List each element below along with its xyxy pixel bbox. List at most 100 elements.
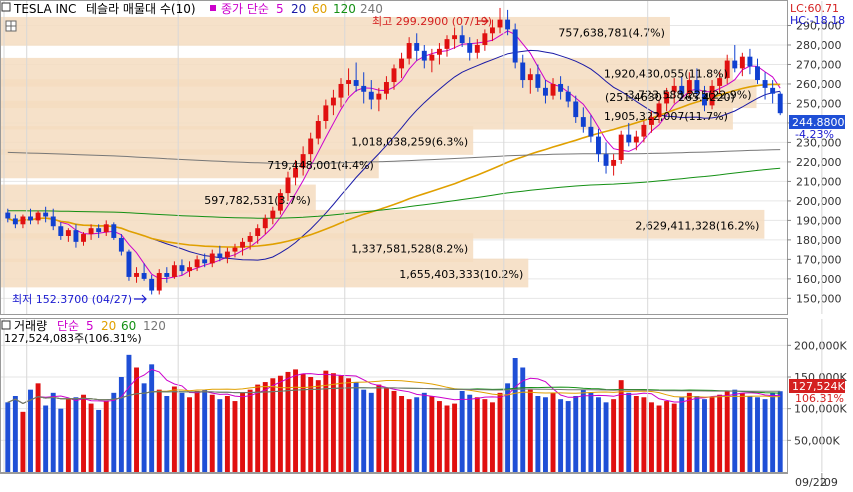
current-change: -4.23% xyxy=(795,128,834,141)
volume-checkbox-icon[interactable] xyxy=(1,320,11,330)
volume-bar xyxy=(330,373,336,472)
volume-bar xyxy=(240,392,246,472)
volume-profile-labels: 757,638,781(4.7%) 1,920,430,055(11.8%) 3,7… xyxy=(204,26,759,281)
price-tick-label: 200,000 xyxy=(796,195,842,208)
candle-body xyxy=(262,218,268,229)
candle-body xyxy=(43,212,49,217)
candle-body xyxy=(436,48,442,55)
volume-bar xyxy=(156,389,162,472)
candle-body xyxy=(353,80,359,86)
candle-body xyxy=(391,68,397,83)
volume-bar xyxy=(179,392,185,472)
candle-body xyxy=(535,74,541,88)
candle-body xyxy=(603,154,609,166)
candle-body xyxy=(467,43,473,53)
volume-profile-label: 1,337,581,528(8.2%) xyxy=(351,243,468,256)
volume-bar xyxy=(262,382,268,472)
volume-bar xyxy=(588,392,594,472)
volume-bar xyxy=(429,396,435,472)
price-panel-title: TESLA INC 테슬라 매물대 수(10) 종가 단순 5 20 60 12… xyxy=(1,2,383,16)
volume-bar xyxy=(747,396,753,472)
volume-profile-label: 1,018,038,259(6.3%) xyxy=(351,135,468,148)
volume-bar xyxy=(399,396,405,472)
volume-ma-60: 60 xyxy=(121,319,136,333)
candle-body xyxy=(633,136,639,143)
low-arrow-icon xyxy=(134,294,147,304)
last-volume: 127,524,083주(106.31%) xyxy=(4,332,142,345)
ma-line-240 xyxy=(7,149,781,164)
high-marker: 최고 299.2900 (07/19) xyxy=(372,15,492,28)
candle-body xyxy=(217,253,223,258)
volume-bar xyxy=(444,405,450,472)
volume-bar xyxy=(65,399,71,472)
volume-bar xyxy=(755,397,760,472)
candle-body xyxy=(96,228,102,233)
price-tick-label: 250,000 xyxy=(796,97,842,110)
candle-body xyxy=(671,85,677,92)
candle-body xyxy=(58,226,64,236)
candle-body xyxy=(164,273,170,277)
candle-body xyxy=(588,126,594,137)
candlesticks xyxy=(5,7,783,295)
candle-body xyxy=(429,54,435,61)
candle-body xyxy=(618,134,624,160)
current-volume-ratio: 106.31% xyxy=(795,392,844,405)
ma-period-20: 20 xyxy=(291,2,306,16)
volume-bar xyxy=(323,370,329,472)
volume-profile-bar xyxy=(1,100,733,130)
candle-body xyxy=(20,216,26,225)
candle-body xyxy=(755,66,760,81)
price-tick-label: 270,000 xyxy=(796,58,842,71)
candle-body xyxy=(717,78,723,86)
candle-body xyxy=(149,278,155,291)
price-tick-label: 190,000 xyxy=(796,214,842,227)
volume-bar xyxy=(762,399,768,472)
current-price: 244.8800 xyxy=(792,116,845,129)
candle-body xyxy=(747,56,753,67)
volume-bar xyxy=(611,399,617,472)
volume-profile-label: 1,655,403,333(10.2%) xyxy=(399,268,523,281)
volume-profile-label: 3,723,588,225(22.9%) xyxy=(628,89,752,102)
volume-bar xyxy=(141,383,147,472)
candle-body xyxy=(702,93,707,106)
volume-bar xyxy=(520,367,526,472)
ma-period-60: 60 xyxy=(312,2,327,16)
volume-bar xyxy=(694,396,700,472)
volume-tick-label: 100,000K xyxy=(794,403,847,416)
volume-bar xyxy=(702,399,707,472)
volume-profile-bar xyxy=(1,184,316,214)
candle-body xyxy=(694,80,700,94)
volume-bar xyxy=(35,383,41,472)
volume-bar xyxy=(558,399,564,472)
candle-body xyxy=(171,265,177,277)
volume-bar xyxy=(346,378,352,472)
volume-bar xyxy=(118,377,124,472)
candle-body xyxy=(656,103,662,118)
candle-body xyxy=(527,74,533,81)
price-axis-ticks: 150,000 160,000 170,000 180,000 190,000 200,0… xyxy=(787,19,842,305)
candle-body xyxy=(505,19,511,30)
candle-body xyxy=(35,212,41,221)
price-tick-label: 150,000 xyxy=(796,292,842,305)
volume-bar xyxy=(58,408,64,472)
volume-bar xyxy=(550,392,556,472)
candle-body xyxy=(255,228,261,236)
volume-bar xyxy=(164,396,170,472)
ma-title: 종가 단순 xyxy=(221,2,269,16)
volume-bar xyxy=(709,397,715,472)
hc-label: HC:-18.18 xyxy=(790,14,845,27)
volume-profile-label: 757,638,781(4.7%) xyxy=(558,26,665,39)
volume-profile-label: 1,905,322,007(11.7%) xyxy=(604,110,728,123)
checkbox-icon[interactable] xyxy=(1,2,11,12)
volume-bar xyxy=(103,401,109,472)
volume-bar xyxy=(489,402,495,472)
volume-bar xyxy=(580,389,586,472)
candle-body xyxy=(406,43,412,59)
candle-body xyxy=(686,80,692,94)
volume-bar xyxy=(96,409,102,472)
candle-body xyxy=(497,19,503,28)
volume-bar xyxy=(641,397,647,472)
x-axis-strip xyxy=(0,473,788,492)
candle-body xyxy=(580,117,586,127)
